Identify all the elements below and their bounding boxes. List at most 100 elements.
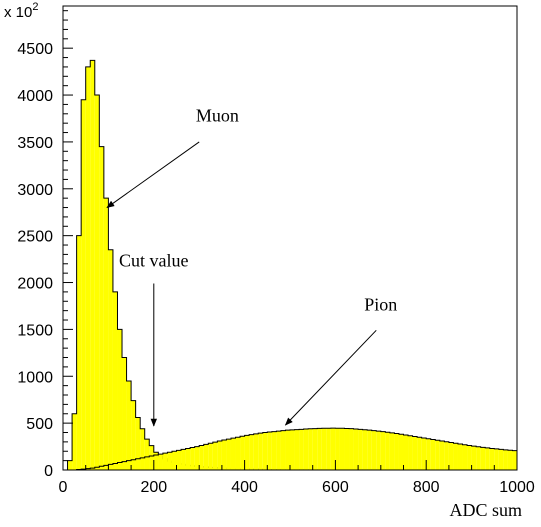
- histogram-bar: [131, 400, 136, 470]
- axis-ticks: 0 200 400 600 800 1000 0 500 1000 1500 2000 2500 300…: [17, 10, 535, 496]
- histogram-bar: [144, 439, 150, 470]
- y-tick-label: 0: [44, 463, 53, 480]
- histogram-bar: [489, 448, 495, 470]
- histogram-bar: [162, 453, 168, 470]
- histogram-bar: [67, 460, 73, 470]
- histogram-bar: [398, 434, 404, 470]
- histogram-bar: [330, 428, 336, 470]
- y-tick-label: 4500: [17, 41, 53, 58]
- histogram-bar: [135, 458, 141, 470]
- histogram-bar: [140, 428, 145, 470]
- histogram-bar: [203, 444, 209, 470]
- histogram-bar: [280, 430, 286, 470]
- histogram-bar: [312, 428, 318, 470]
- series-outline: [63, 427, 518, 471]
- histogram-bar: [140, 457, 145, 470]
- histogram-bar: [457, 443, 463, 470]
- histogram-bar: [335, 428, 340, 470]
- histogram-bar: [253, 433, 259, 470]
- x-tick-label: 1000: [499, 479, 535, 496]
- histogram-bar: [371, 430, 377, 470]
- histogram-bar: [317, 428, 322, 470]
- histogram-bar: [199, 445, 204, 470]
- histogram-bar: [135, 417, 141, 470]
- histogram-bar: [72, 413, 77, 470]
- histogram-bar: [435, 440, 440, 470]
- histogram-layer: [63, 59, 518, 471]
- histogram-bar: [285, 430, 290, 470]
- histogram-bar: [226, 439, 231, 470]
- histogram-bar: [153, 455, 159, 470]
- histogram-bar: [103, 465, 109, 470]
- histogram-bar: [122, 357, 127, 470]
- histogram-bar: [235, 437, 241, 470]
- series-2: [63, 427, 518, 471]
- histogram-bar: [303, 429, 309, 470]
- histogram-bar: [249, 434, 254, 470]
- y-tick-label: 2000: [17, 276, 53, 293]
- histogram-bar: [476, 446, 481, 470]
- histogram-bar: [76, 235, 82, 470]
- x-tick-label: 400: [231, 479, 258, 496]
- histogram-bar: [158, 454, 163, 470]
- histogram-bar: [122, 461, 127, 470]
- histogram-bar: [389, 432, 395, 470]
- y-tick-label: 500: [26, 416, 53, 433]
- histogram-bar: [485, 447, 490, 470]
- muon-label: Muon: [196, 105, 239, 125]
- histogram-bar: [126, 380, 132, 470]
- histogram-bar: [99, 146, 104, 470]
- histogram-bar: [294, 429, 300, 470]
- histogram-bar: [244, 435, 250, 470]
- histogram-bar: [262, 432, 268, 470]
- histogram-bar: [271, 431, 277, 470]
- histogram-bar: [212, 442, 218, 470]
- histogram-bar: [85, 468, 91, 470]
- histogram-bar: [112, 463, 118, 470]
- histogram-bar: [258, 433, 263, 470]
- histogram-bar: [208, 443, 213, 470]
- histogram-bar: [149, 455, 154, 470]
- histogram-bar: [326, 428, 331, 470]
- histogram-bar: [299, 429, 304, 470]
- histogram-bar: [448, 442, 454, 470]
- histogram-bar: [112, 291, 118, 470]
- annotations: Muon Cut value Pion: [106, 105, 397, 427]
- histogram-bar: [176, 450, 182, 470]
- histogram-bar: [367, 430, 372, 470]
- histogram-bar: [85, 66, 91, 470]
- histogram-bar: [181, 449, 186, 470]
- histogram-bar: [417, 437, 422, 470]
- histogram-bar: [467, 445, 472, 470]
- histogram-bar: [117, 329, 123, 470]
- histogram-bar: [81, 99, 86, 471]
- histogram-bar: [217, 440, 222, 470]
- x-axis-title: ADC sum: [449, 500, 522, 520]
- histogram-bar: [444, 441, 449, 470]
- histogram-bar: [290, 429, 295, 470]
- histogram-bar: [90, 60, 95, 470]
- histogram-bar: [103, 198, 109, 470]
- histogram-bar: [240, 436, 245, 470]
- histogram-bar: [380, 431, 386, 470]
- series-1: [63, 59, 517, 471]
- x-tick-label: 200: [140, 479, 167, 496]
- histogram-bar: [430, 439, 436, 470]
- histogram-bar: [426, 438, 431, 470]
- histogram-bar: [353, 428, 359, 470]
- histogram-bar: [108, 464, 113, 470]
- histogram-bar: [321, 428, 327, 470]
- histogram-bar: [221, 440, 227, 470]
- histogram-bar: [94, 95, 100, 470]
- histogram-bar: [480, 447, 486, 470]
- histogram-bar: [308, 428, 313, 470]
- histogram-bar: [144, 456, 150, 470]
- histogram-bar: [230, 438, 236, 470]
- histogram-bar: [126, 460, 132, 470]
- histogram-bar: [471, 446, 477, 470]
- y-tick-label: 1500: [17, 322, 53, 339]
- histogram-bar: [453, 443, 458, 470]
- pion-arrow: [284, 329, 377, 426]
